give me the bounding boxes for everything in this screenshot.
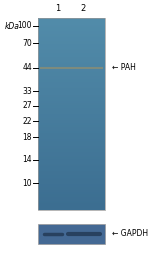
Text: 14: 14 [22, 155, 32, 164]
Text: ← GAPDH: ← GAPDH [112, 230, 148, 238]
Text: 2: 2 [80, 4, 86, 13]
Text: 22: 22 [22, 116, 32, 125]
Text: 33: 33 [22, 87, 32, 96]
Text: 10: 10 [22, 179, 32, 187]
Bar [38, 18, 105, 210]
Bar [38, 224, 105, 244]
Text: 18: 18 [22, 132, 32, 142]
Text: ← PAH: ← PAH [112, 64, 136, 73]
Text: 1: 1 [55, 4, 61, 13]
Text: 44: 44 [22, 64, 32, 73]
Text: kDa: kDa [4, 22, 20, 31]
Text: 70: 70 [22, 38, 32, 48]
Text: 100: 100 [18, 22, 32, 30]
Text: 27: 27 [22, 101, 32, 111]
